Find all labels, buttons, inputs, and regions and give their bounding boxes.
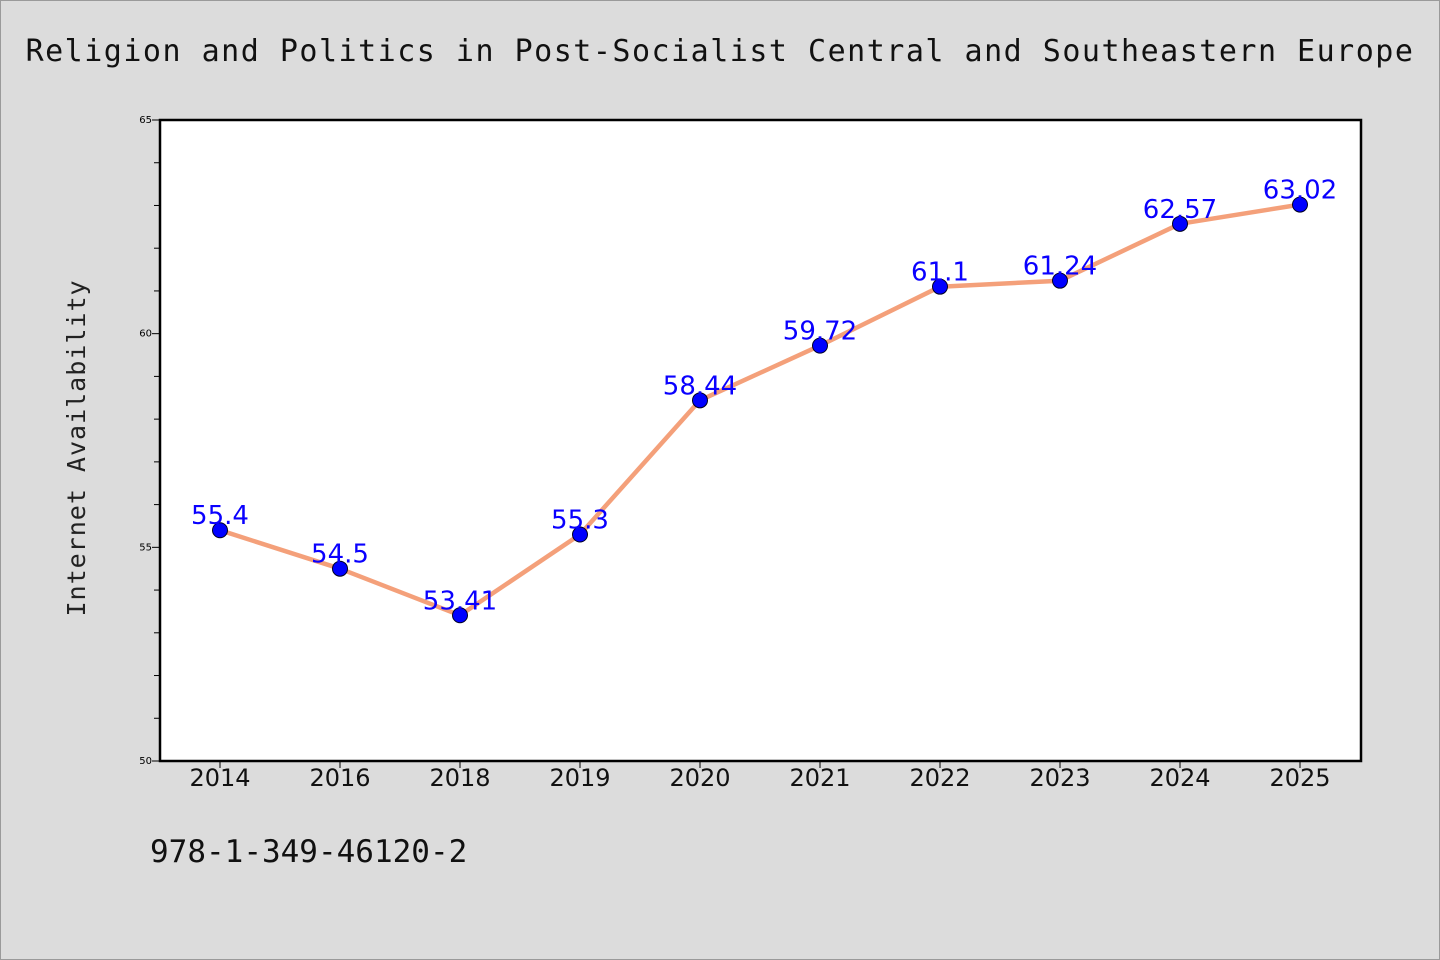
plot-area <box>158 118 1363 763</box>
data-point <box>692 392 708 409</box>
y-tick-label: 65 <box>139 115 152 126</box>
series-markers <box>212 196 1308 624</box>
data-label: 61.24 <box>1023 252 1097 282</box>
x-tick-label: 2022 <box>909 764 970 792</box>
y-tick-label: 50 <box>139 756 152 767</box>
data-labels: 55.4 54.5 53.41 55.3 58.44 59.72 61.1 61.24 62.5… <box>191 176 1337 617</box>
x-tick-label: 2018 <box>429 764 490 792</box>
series-line <box>217 202 1303 618</box>
x-tick-label: 2024 <box>1149 764 1210 792</box>
data-label: 59.72 <box>783 317 857 347</box>
data-point <box>1172 215 1188 232</box>
data-point <box>212 522 228 539</box>
data-point <box>452 607 468 624</box>
data-label: 54.5 <box>311 540 369 570</box>
data-point <box>1292 196 1308 213</box>
y-axis-ticks: 50 55 60 65 <box>139 115 160 767</box>
data-label: 58.44 <box>663 371 737 401</box>
data-label: 55.4 <box>191 501 249 531</box>
x-tick-label: 2019 <box>549 764 610 792</box>
x-tick-label: 2021 <box>789 764 850 792</box>
data-label: 62.57 <box>1143 195 1217 225</box>
x-tick-label: 2016 <box>309 764 370 792</box>
y-axis-label: Internet Availability <box>62 279 91 616</box>
x-tick-label: 2025 <box>1269 764 1330 792</box>
y-tick-label: 60 <box>139 329 152 340</box>
data-label: 63.02 <box>1263 176 1337 206</box>
x-axis-ticks: 2014 2016 2018 2019 2020 2021 2022 2023 2024 2025 <box>189 761 1331 792</box>
data-label: 55.3 <box>551 506 609 536</box>
data-point <box>1052 272 1068 289</box>
x-tick-label: 2014 <box>189 764 250 792</box>
isbn-text: 978-1-349-46120-2 <box>150 834 468 870</box>
data-point <box>332 560 348 577</box>
data-point <box>932 278 948 295</box>
series-line-group <box>217 202 1303 618</box>
data-label: 53.41 <box>423 586 497 616</box>
data-point <box>812 337 828 354</box>
chart-title: Religion and Politics in Post-Socialist … <box>25 34 1415 69</box>
y-tick-label: 55 <box>139 542 152 553</box>
data-point <box>572 526 588 543</box>
x-tick-label: 2023 <box>1029 764 1090 792</box>
data-label: 61.1 <box>911 258 969 288</box>
x-tick-label: 2020 <box>669 764 730 792</box>
